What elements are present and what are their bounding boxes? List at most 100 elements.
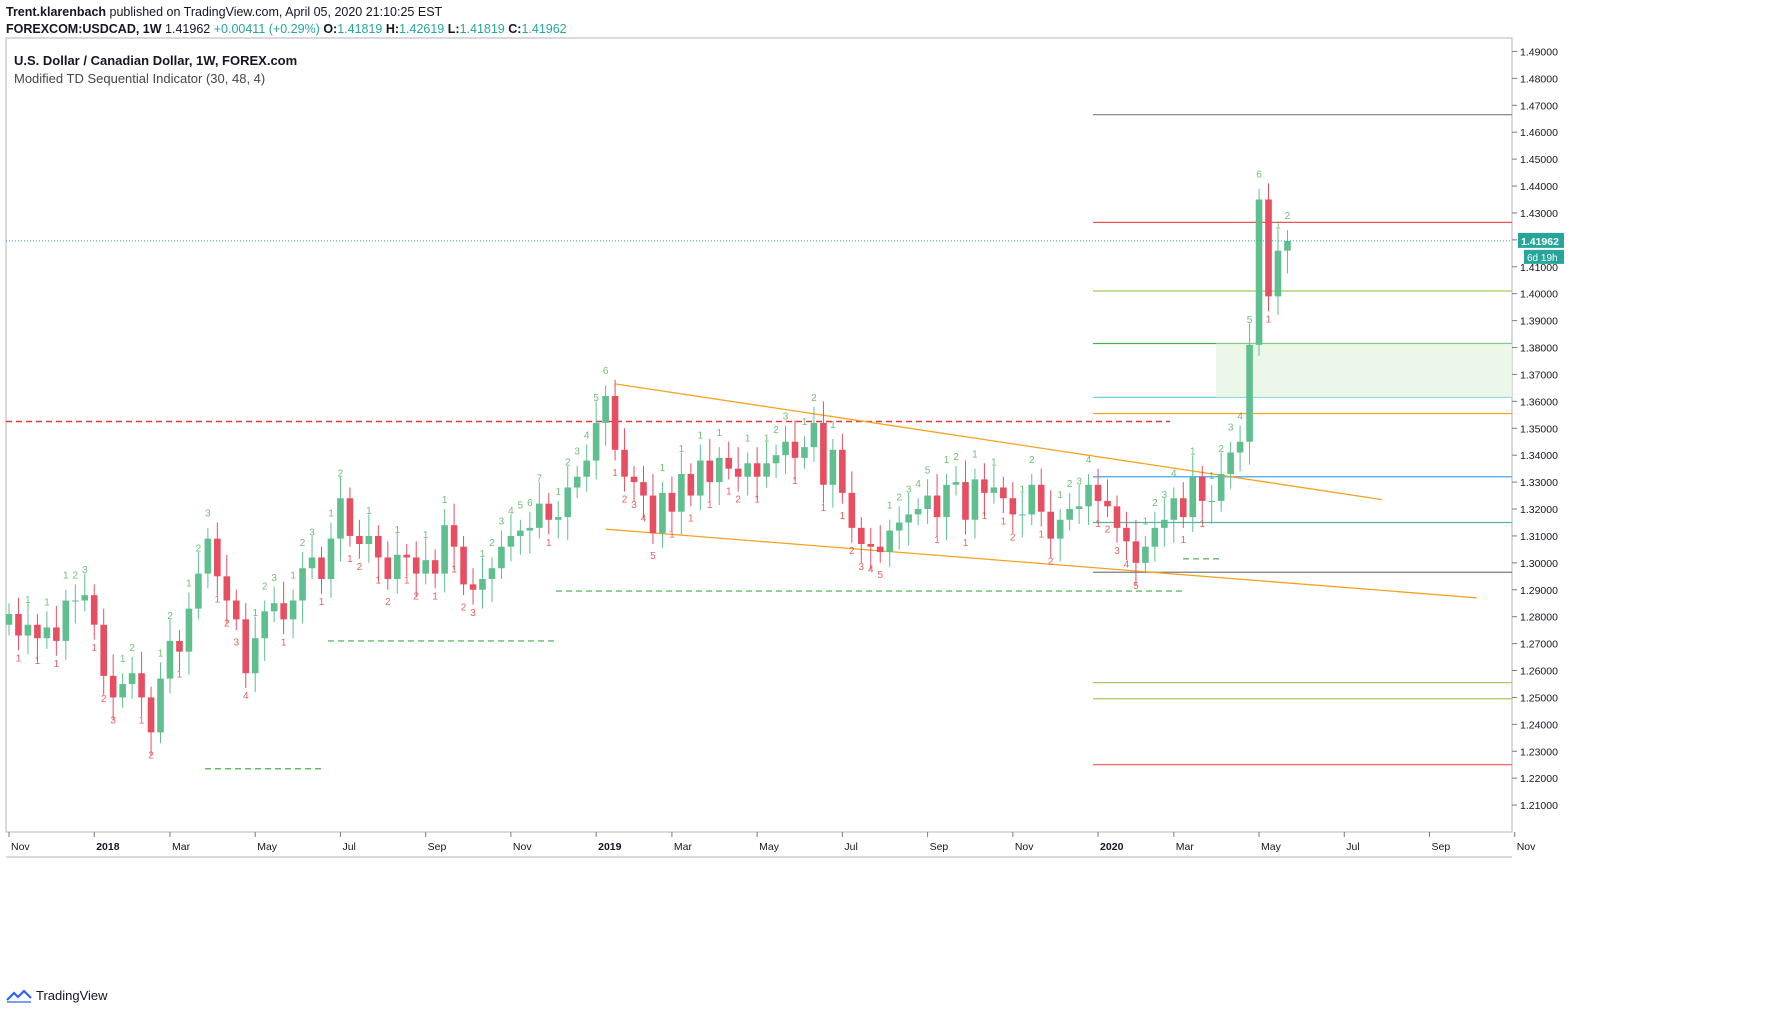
y-tick-label: 1.26000: [1520, 666, 1558, 678]
candle-up: [62, 600, 70, 641]
td-count-label: 1: [716, 428, 722, 439]
y-tick-label: 1.33000: [1520, 477, 1558, 489]
candle-up: [1284, 240, 1291, 251]
candle-down: [1132, 541, 1140, 563]
candle-down: [1037, 484, 1045, 512]
td-count-label: 1: [328, 509, 334, 520]
td-count-label: 1: [1001, 516, 1007, 527]
footer-brand[interactable]: TradingView: [6, 988, 108, 1003]
candle-up: [479, 578, 486, 590]
candle-down: [791, 441, 799, 458]
td-count-label: 2: [338, 468, 344, 479]
td-count-label: 2: [1218, 444, 1224, 455]
candle-down: [1094, 484, 1102, 501]
candle-down: [1047, 511, 1054, 539]
candle-up: [554, 517, 562, 520]
candle-down: [460, 546, 467, 585]
candle-up: [1255, 199, 1263, 345]
candle-up: [289, 600, 297, 620]
td-count-label: 2: [461, 602, 467, 613]
tradingview-logo-icon: [6, 988, 32, 1003]
candle-up: [1085, 484, 1092, 507]
td-count-label: 1: [679, 444, 685, 455]
countdown-tag: [1524, 249, 1564, 264]
td-count-label: 1: [821, 503, 827, 514]
close-value: 1.41962: [521, 22, 567, 36]
candle-down: [90, 595, 98, 625]
low-value: 1.41819: [459, 22, 505, 36]
y-tick-label: 1.27000: [1520, 639, 1558, 651]
chart-legend: U.S. Dollar / Canadian Dollar, 1W, FOREX…: [14, 52, 297, 88]
candle-up: [1227, 452, 1234, 475]
candle-up: [772, 455, 780, 464]
x-tick-label: Jul: [342, 841, 355, 853]
td-count-label: 1: [669, 530, 675, 541]
candle-down: [384, 557, 392, 579]
td-count-label: 1: [546, 538, 552, 549]
td-count-label: 1: [451, 565, 457, 576]
last-price: 1.41962: [165, 22, 211, 36]
x-tick-label: Nov: [1015, 841, 1034, 853]
brand-name: TradingView: [36, 988, 108, 1003]
td-count-label: 3: [631, 500, 637, 511]
candle-down: [545, 503, 553, 520]
td-count-label: 1: [792, 476, 798, 487]
td-count-label: 1: [120, 654, 126, 665]
td-count-label: 1: [1038, 530, 1044, 541]
candle-down: [375, 535, 382, 558]
td-count-label: 4: [641, 514, 647, 525]
ticker-symbol: FOREXCOM:USDCAD, 1W: [6, 22, 162, 36]
candle-up: [517, 530, 524, 536]
td-count-label: 3: [574, 447, 580, 458]
x-tick-label: Nov: [1517, 841, 1536, 853]
td-count-label: 2: [385, 597, 391, 608]
candle-down: [147, 697, 155, 733]
author-name[interactable]: Trent.klarenbach: [6, 5, 107, 19]
candle-up: [952, 482, 960, 485]
candle-up: [488, 568, 496, 579]
td-count-label: 1: [394, 525, 400, 536]
x-tick-label: May: [257, 841, 278, 853]
candle-up: [1217, 474, 1225, 501]
candle-up: [195, 573, 202, 609]
td-count-label: 1: [186, 579, 192, 590]
indicator-name[interactable]: Modified TD Sequential Indicator (30, 48…: [14, 71, 266, 86]
td-count-label: 1: [972, 449, 978, 460]
td-count-label: 1: [698, 431, 704, 442]
candle-up: [1142, 546, 1149, 563]
candle-up: [422, 560, 429, 574]
td-count-label: 5: [650, 551, 656, 562]
td-count-label: 1: [1275, 221, 1281, 232]
y-tick-label: 1.37000: [1520, 369, 1558, 381]
candle-down: [346, 498, 354, 536]
candle-up: [43, 627, 51, 639]
x-tick-label: 2019: [598, 841, 622, 853]
high-value: 1.42619: [399, 22, 445, 36]
candle-up: [763, 463, 770, 477]
td-count-label: 4: [1086, 455, 1092, 466]
td-count-label: 3: [499, 517, 505, 528]
candle-down: [753, 463, 761, 477]
trendline: [605, 528, 1477, 599]
td-count-label: 1: [1095, 519, 1101, 530]
td-count-label: 5: [593, 393, 599, 404]
candle-up: [1161, 519, 1168, 528]
td-count-label: 1: [1180, 535, 1186, 546]
td-count-label: 7: [537, 474, 543, 485]
td-count-label: 1: [54, 659, 60, 670]
y-tick-label: 1.24000: [1520, 719, 1558, 731]
open-value: 1.41819: [337, 22, 383, 36]
high-label: H:: [385, 22, 400, 36]
candle-up: [971, 479, 979, 520]
low-label: L:: [447, 22, 460, 36]
td-count-label: 2: [224, 619, 230, 630]
td-count-label: 2: [1152, 498, 1158, 509]
candle-up: [943, 484, 950, 518]
td-count-label: 1: [1057, 490, 1063, 501]
candle-down: [858, 527, 865, 545]
td-count-label: 2: [196, 544, 202, 555]
candle-down: [15, 613, 22, 636]
td-count-label: 4: [915, 479, 921, 490]
td-count-label: 1: [745, 433, 751, 444]
